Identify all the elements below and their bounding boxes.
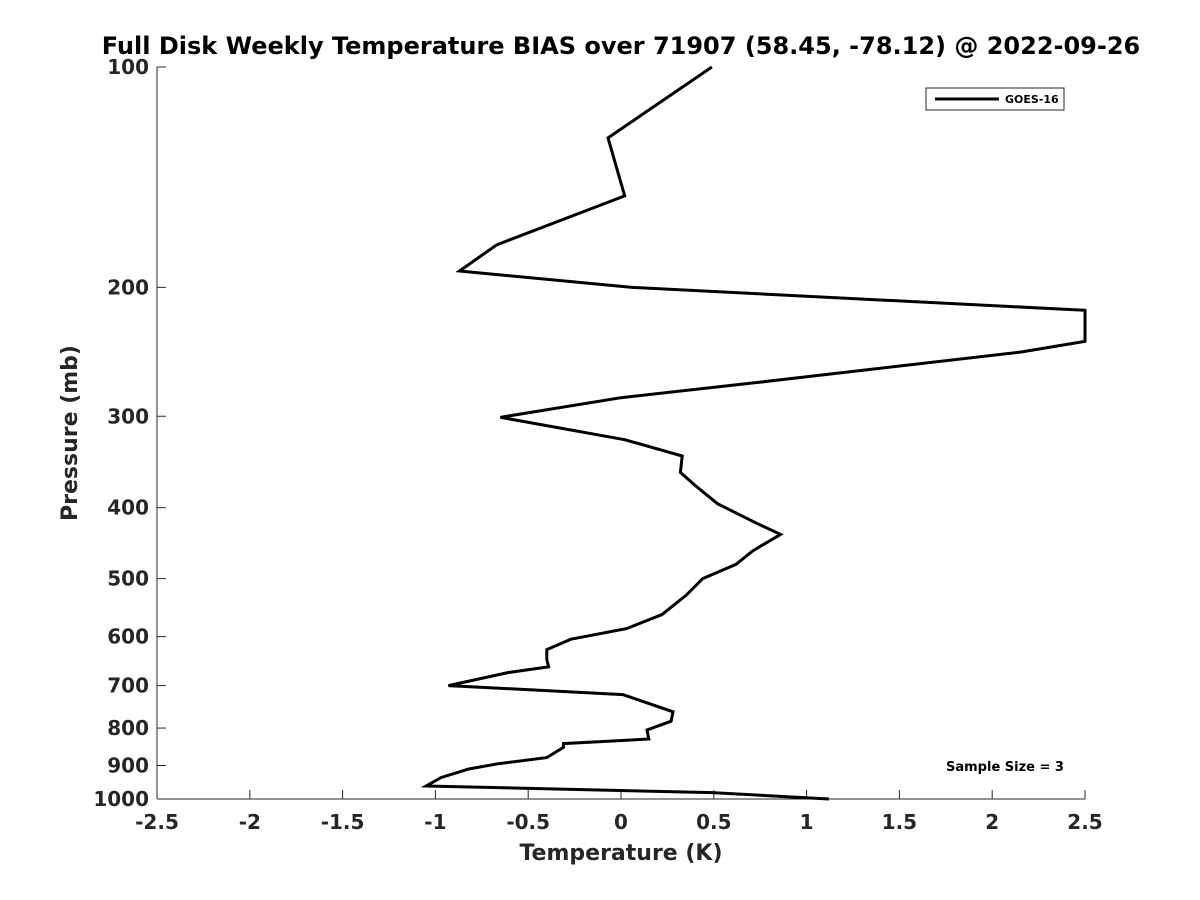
- y-tick-label: 600: [107, 625, 149, 649]
- x-tick-label: -1: [424, 810, 446, 834]
- x-tick-label: 0: [614, 810, 628, 834]
- y-tick-label: 500: [107, 567, 149, 591]
- chart-title: Full Disk Weekly Temperature BIAS over 7…: [102, 32, 1141, 60]
- x-tick-label: 2: [985, 810, 999, 834]
- x-tick-label: -0.5: [506, 810, 550, 834]
- x-tick-label: 1.5: [882, 810, 917, 834]
- x-axis: -2.5 -2 -1.5 -1 -0.5 0 0.5 1 1.5 2 2.5: [135, 790, 1103, 834]
- sample-size-annotation: Sample Size = 3: [946, 760, 1064, 775]
- y-tick-label: 400: [107, 496, 149, 520]
- series-group: [420, 65, 1087, 801]
- x-tick-label: 1: [800, 810, 814, 834]
- legend-label-goes-16: GOES-16: [1005, 93, 1059, 106]
- y-tick-label: 100: [107, 55, 149, 79]
- series-line-goes-16: [420, 65, 1087, 801]
- y-tick-label: 800: [107, 716, 149, 740]
- x-tick-label: -2: [239, 810, 261, 834]
- y-axis-title: Pressure (mb): [58, 345, 83, 521]
- x-tick-label: -2.5: [135, 810, 179, 834]
- y-tick-label: 700: [107, 674, 149, 698]
- y-axis: 100 200 300 400 500 600 700 800 900 1000: [93, 55, 166, 811]
- y-tick-label: 1000: [93, 787, 149, 811]
- x-tick-label: -1.5: [321, 810, 365, 834]
- x-tick-label: 2.5: [1067, 810, 1102, 834]
- x-axis-title: Temperature (K): [519, 841, 722, 866]
- legend: GOES-16: [925, 87, 1065, 111]
- plot-area: [157, 67, 1085, 799]
- y-tick-label: 200: [107, 275, 149, 299]
- y-tick-label: 900: [107, 754, 149, 778]
- x-tick-label: 0.5: [696, 810, 731, 834]
- y-tick-label: 300: [107, 404, 149, 428]
